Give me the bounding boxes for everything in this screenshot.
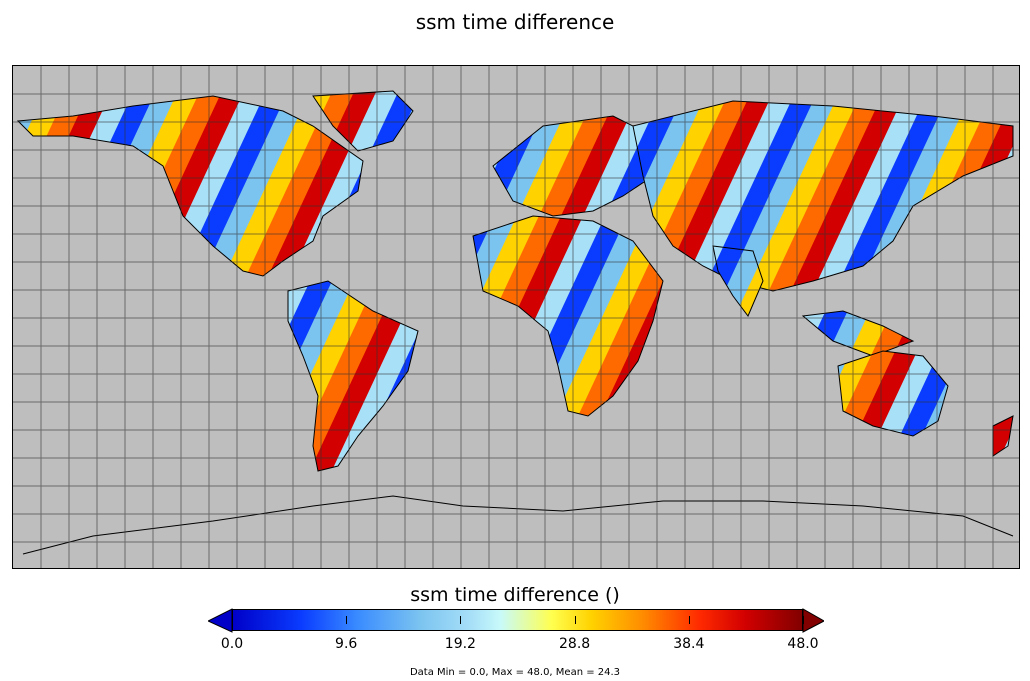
colorbar-tick — [232, 616, 233, 624]
colorbar-tick — [803, 616, 804, 624]
se-asia — [801, 310, 915, 357]
map-canvas — [13, 66, 1019, 568]
colorbar-max-extend — [802, 608, 824, 633]
colorbar-tick-label: 9.6 — [335, 636, 358, 652]
colorbar-title: ssm time difference () — [410, 584, 620, 606]
colorbar-tick — [346, 616, 348, 624]
north-america — [16, 95, 364, 277]
land-masses — [16, 90, 1014, 472]
south-america — [287, 280, 419, 472]
colorbar-tick-label: 38.4 — [673, 636, 705, 652]
australia — [837, 350, 949, 437]
world-map — [12, 65, 1020, 569]
antarctica — [22, 495, 1014, 555]
colorbar-tick — [688, 616, 690, 624]
india — [712, 245, 764, 317]
colorbar-tick — [574, 616, 576, 624]
colorbar-tick-label: 28.8 — [559, 636, 591, 652]
colorbar-tick-label: 19.2 — [444, 636, 476, 652]
colorbar-tick-label: 0.0 — [220, 636, 244, 652]
map-title: ssm time difference — [415, 10, 615, 34]
colorbar — [208, 608, 824, 634]
colorbar-tick — [460, 616, 462, 624]
greenland — [312, 90, 414, 152]
colorbar-gradient — [232, 609, 803, 631]
graticule — [13, 66, 1019, 568]
asia — [632, 100, 1014, 292]
new-zealand — [992, 415, 1014, 457]
data-stats: Data Min = 0.0, Max = 48.0, Mean = 24.3 — [409, 667, 621, 678]
africa — [472, 215, 664, 417]
colorbar-tick-label: 48.0 — [787, 636, 819, 652]
colorbar-min-extend — [208, 608, 233, 633]
